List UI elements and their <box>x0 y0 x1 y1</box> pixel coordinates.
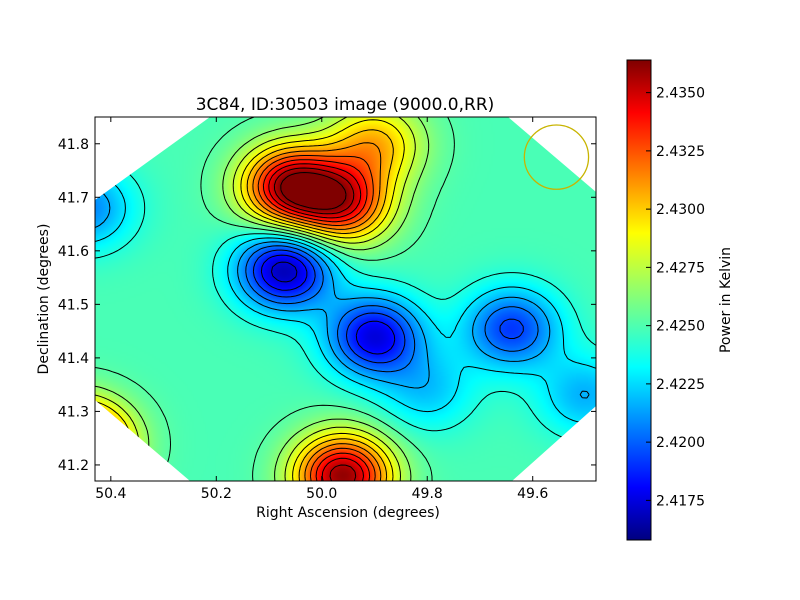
colorbar-ticks: 2.4175 2.4200 2.4225 2.4250 2.4275 2.4300 2.43… <box>646 86 705 509</box>
y-tick-label: 41.4 <box>58 351 89 367</box>
x-tick-label: 49.6 <box>517 486 548 502</box>
y-tick-label: 41.7 <box>58 190 89 206</box>
contour-line <box>280 172 347 210</box>
plot-area <box>94 116 597 482</box>
x-tick-label: 49.8 <box>412 486 443 502</box>
colorbar-tick-label: 2.4325 <box>656 144 705 160</box>
colorbar-tick-label: 2.4275 <box>656 260 705 276</box>
colorbar-tick-label: 2.4175 <box>656 493 705 509</box>
x-tick-label: 50.4 <box>95 486 126 502</box>
y-tick-label: 41.3 <box>58 404 89 420</box>
colorbar-tick-label: 2.4350 <box>656 86 705 102</box>
contour-line <box>252 249 524 364</box>
plot-frame <box>94 116 597 482</box>
beam-marker-circle <box>523 124 590 190</box>
x-axis-label: Right Ascension (degrees) <box>256 505 440 521</box>
x-tick-label: 50.0 <box>306 486 337 502</box>
contour-line <box>245 245 539 373</box>
y-axis: 41.2 41.3 41.4 41.5 41.6 41.7 41.8 <box>58 137 596 474</box>
contour-line <box>95 117 430 481</box>
chart-title: 3C84, ID:30503 image (9000.0,RR) <box>196 95 495 115</box>
y-tick-label: 41.5 <box>58 297 89 313</box>
contour-line <box>271 261 298 283</box>
contour-line <box>95 117 455 481</box>
x-axis: 50.4 50.2 50.0 49.8 49.6 <box>95 117 548 502</box>
y-tick-label: 41.8 <box>58 137 89 153</box>
colorbar-tick-label: 2.4300 <box>656 202 705 218</box>
y-axis-label: Declination (degrees) <box>36 224 52 375</box>
y-tick-label: 41.6 <box>58 244 89 260</box>
colorbar-tick-label: 2.4200 <box>656 435 705 451</box>
y-tick-label: 41.2 <box>58 458 89 474</box>
contour-line <box>260 254 396 355</box>
colorbar-tick-label: 2.4225 <box>656 377 705 393</box>
colorbar-label: Power in Kelvin <box>718 247 734 353</box>
x-tick-label: 50.2 <box>201 486 232 502</box>
colorbar: 2.4175 2.4200 2.4225 2.4250 2.4275 2.4300 2.43… <box>626 59 734 541</box>
colorbar-tick-label: 2.4250 <box>656 319 705 335</box>
colorbar-gradient <box>626 59 652 541</box>
